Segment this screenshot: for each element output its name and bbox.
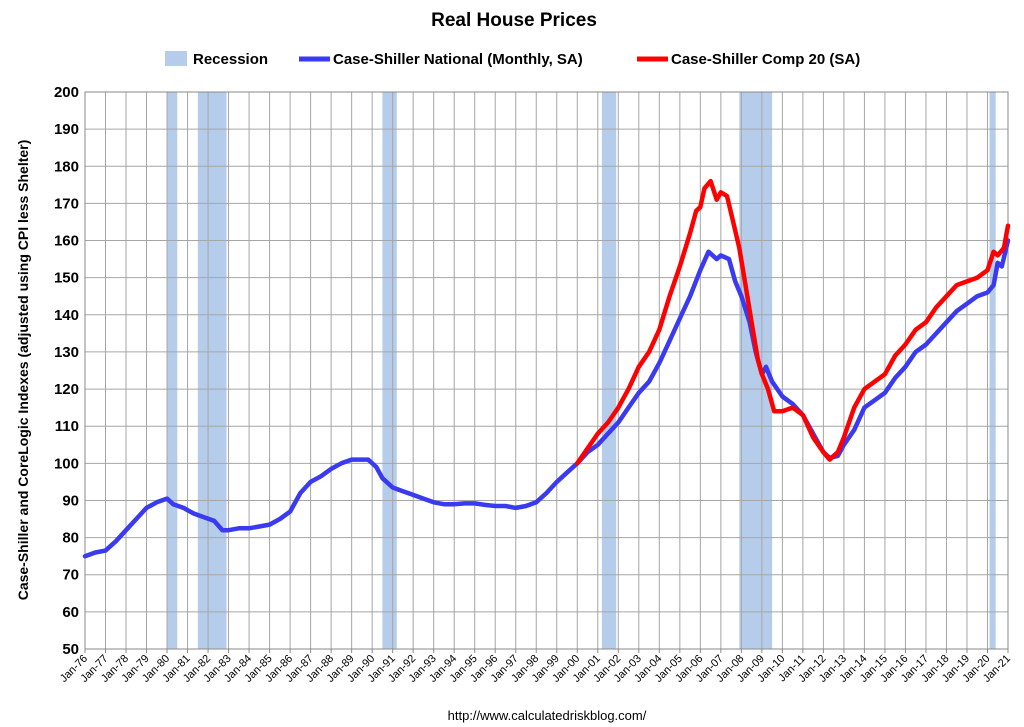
chart-title: Real House Prices: [431, 10, 597, 31]
legend-label-comp20: Case-Shiller Comp 20 (SA): [671, 51, 860, 68]
legend-label-national: Case-Shiller National (Monthly, SA): [333, 51, 583, 68]
y-tick-label: 120: [54, 381, 79, 398]
plot-frame: [84, 91, 1009, 650]
y-tick-label: 140: [54, 307, 79, 324]
x-axis-ticks: Jan-76Jan-77Jan-78Jan-79Jan-80Jan-81Jan-…: [58, 649, 1013, 685]
recession-band: [197, 92, 227, 649]
y-axis-ticks: 50 60 70 80 90 100 110 120 130 140 150 160 170 180 190…: [54, 84, 79, 658]
y-tick-label: 150: [54, 270, 79, 287]
legend: Recession Case-Shiller National (Monthly…: [165, 51, 860, 68]
y-tick-label: 130: [54, 344, 79, 361]
y-tick-label: 100: [54, 455, 79, 472]
series-line-comp20: [575, 178, 1011, 466]
y-tick-label: 200: [54, 84, 79, 101]
y-tick-label: 160: [54, 233, 79, 250]
y-tick-label: 110: [55, 418, 79, 435]
recession-band: [989, 92, 996, 649]
y-tick-label: 60: [62, 604, 79, 621]
legend-swatch-recession: [165, 51, 187, 66]
y-tick-label: 170: [54, 195, 79, 212]
recession-band: [167, 92, 178, 649]
series-lines: [82, 178, 1011, 559]
y-tick-label: 50: [62, 641, 79, 658]
y-tick-label: 80: [62, 530, 79, 547]
source-url: http://www.calculatedriskblog.com/: [448, 708, 647, 723]
legend-label-recession: Recession: [193, 51, 268, 68]
y-tick-label: 180: [54, 158, 79, 175]
y-tick-label: 190: [54, 121, 79, 138]
recession-band: [382, 92, 397, 649]
recession-band: [601, 92, 617, 649]
series-line-national: [82, 238, 1011, 559]
y-tick-label: 70: [62, 567, 79, 584]
y-tick-label: 90: [62, 492, 79, 509]
y-axis-label: Case-Shiller and CoreLogic Indexes (adju…: [15, 140, 31, 601]
recession-bands: [167, 92, 996, 649]
